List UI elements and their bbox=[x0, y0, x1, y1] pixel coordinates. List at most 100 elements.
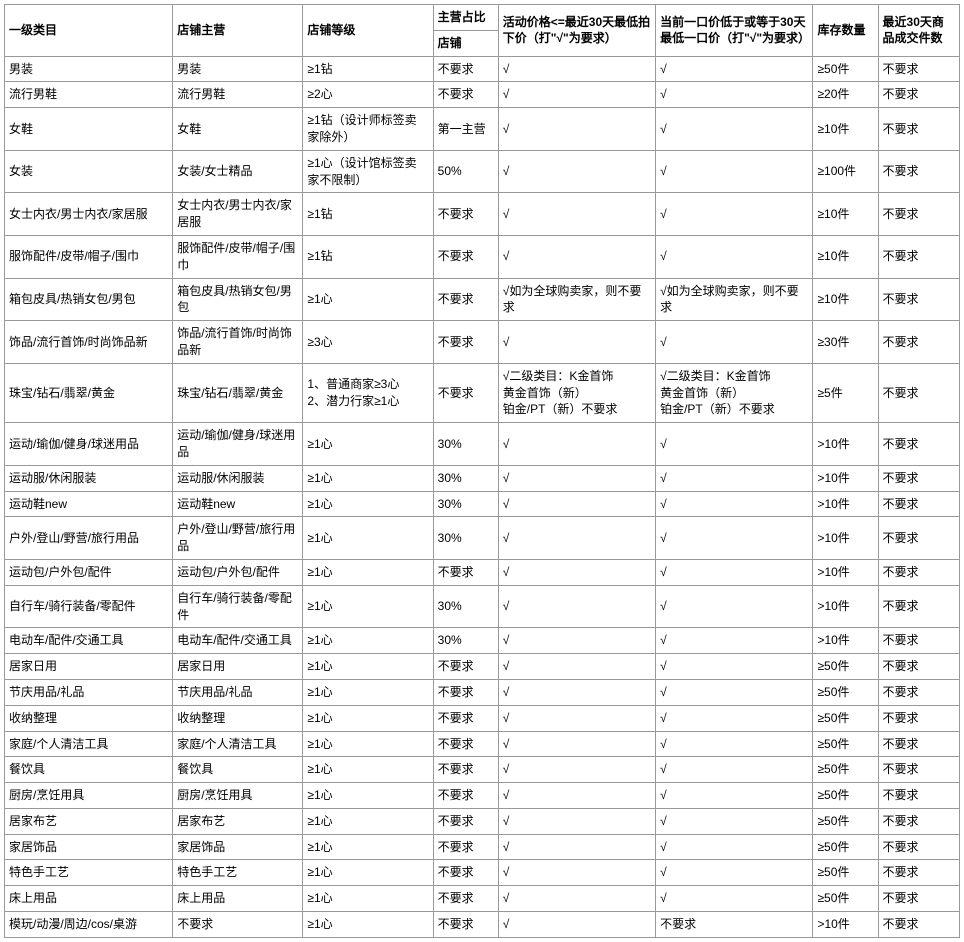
table-cell: >10件 bbox=[813, 491, 878, 517]
table-cell: 特色手工艺 bbox=[5, 860, 173, 886]
table-cell: 不要求 bbox=[878, 757, 959, 783]
table-cell: ≥10件 bbox=[813, 193, 878, 236]
table-cell: √ bbox=[656, 559, 813, 585]
header-main-ratio-top: 主营占比 bbox=[433, 5, 498, 31]
table-cell: 1、普通商家≥3心2、潜力行家≥1心 bbox=[303, 363, 433, 422]
header-current-price: 当前一口价低于或等于30天最低一口价（打"√"为要求） bbox=[656, 5, 813, 57]
table-cell: 运动/瑜伽/健身/球迷用品 bbox=[5, 423, 173, 466]
table-cell: √ bbox=[498, 235, 655, 278]
table-cell: 不要求 bbox=[433, 278, 498, 321]
table-cell: 运动服/休闲服装 bbox=[5, 465, 173, 491]
table-cell: √ bbox=[498, 679, 655, 705]
table-cell: 不要求 bbox=[433, 783, 498, 809]
table-cell: 饰品/流行首饰/时尚饰品新 bbox=[5, 321, 173, 364]
table-cell: 电动车/配件/交通工具 bbox=[173, 628, 303, 654]
table-cell: √ bbox=[656, 517, 813, 560]
table-cell: 运动包/户外包/配件 bbox=[5, 559, 173, 585]
table-cell: 不要求 bbox=[878, 559, 959, 585]
table-cell: 不要求 bbox=[433, 912, 498, 938]
table-cell: 不要求 bbox=[878, 808, 959, 834]
table-cell: 不要求 bbox=[878, 235, 959, 278]
table-cell: 不要求 bbox=[878, 731, 959, 757]
table-cell: √ bbox=[498, 628, 655, 654]
table-cell: 床上用品 bbox=[5, 886, 173, 912]
table-cell: 运动鞋new bbox=[173, 491, 303, 517]
table-cell: √ bbox=[498, 705, 655, 731]
table-cell: 不要求 bbox=[433, 834, 498, 860]
table-cell: 不要求 bbox=[878, 150, 959, 193]
table-cell: ≥1心 bbox=[303, 834, 433, 860]
table-cell: 模玩/动漫/周边/cos/桌游 bbox=[5, 912, 173, 938]
table-cell: 30% bbox=[433, 491, 498, 517]
table-cell: √ bbox=[656, 886, 813, 912]
table-cell: 不要求 bbox=[878, 193, 959, 236]
table-cell: 不要求 bbox=[433, 808, 498, 834]
table-cell: 居家布艺 bbox=[5, 808, 173, 834]
table-cell: 不要求 bbox=[173, 912, 303, 938]
table-cell: √二级类目：K金首饰黄金首饰（新）铂金/PT（新）不要求 bbox=[498, 363, 655, 422]
table-row: 运动鞋new运动鞋new≥1心30%√√>10件不要求 bbox=[5, 491, 960, 517]
table-cell: √ bbox=[498, 108, 655, 151]
table-cell: ≥1心 bbox=[303, 808, 433, 834]
table-cell: 男装 bbox=[173, 56, 303, 82]
table-cell: √ bbox=[498, 834, 655, 860]
table-cell: ≥1心 bbox=[303, 757, 433, 783]
table-row: 模玩/动漫/周边/cos/桌游不要求≥1心不要求√不要求>10件不要求 bbox=[5, 912, 960, 938]
table-row: 运动包/户外包/配件运动包/户外包/配件≥1心不要求√√>10件不要求 bbox=[5, 559, 960, 585]
table-cell: 流行男鞋 bbox=[173, 82, 303, 108]
table-cell: 不要求 bbox=[878, 517, 959, 560]
table-cell: 不要求 bbox=[433, 654, 498, 680]
table-row: 女装女装/女士精品≥1心（设计馆标签卖家不限制）50%√√≥100件不要求 bbox=[5, 150, 960, 193]
header-activity-price: 活动价格<=最近30天最低拍下价（打"√"为要求） bbox=[498, 5, 655, 57]
table-cell: 自行车/骑行装备/零配件 bbox=[5, 585, 173, 628]
table-cell: ≥50件 bbox=[813, 56, 878, 82]
table-cell: 运动包/户外包/配件 bbox=[173, 559, 303, 585]
table-cell: 不要求 bbox=[433, 363, 498, 422]
table-cell: √ bbox=[656, 834, 813, 860]
table-cell: √ bbox=[498, 731, 655, 757]
table-cell: √ bbox=[498, 912, 655, 938]
table-cell: 不要求 bbox=[433, 705, 498, 731]
table-cell: √ bbox=[656, 731, 813, 757]
table-cell: 运动服/休闲服装 bbox=[173, 465, 303, 491]
table-cell: √ bbox=[656, 491, 813, 517]
table-cell: 30% bbox=[433, 628, 498, 654]
table-cell: 居家日用 bbox=[5, 654, 173, 680]
table-cell: 女士内衣/男士内衣/家居服 bbox=[5, 193, 173, 236]
table-row: 家庭/个人清洁工具家庭/个人清洁工具≥1心不要求√√≥50件不要求 bbox=[5, 731, 960, 757]
table-header: 一级类目 店铺主营 店铺等级 主营占比 活动价格<=最近30天最低拍下价（打"√… bbox=[5, 5, 960, 57]
table-cell: 女士内衣/男士内衣/家居服 bbox=[173, 193, 303, 236]
table-cell: 特色手工艺 bbox=[173, 860, 303, 886]
table-cell: √ bbox=[498, 465, 655, 491]
table-cell: 不要求 bbox=[433, 679, 498, 705]
table-cell: 不要求 bbox=[878, 679, 959, 705]
table-cell: ≥3心 bbox=[303, 321, 433, 364]
table-cell: 女装/女士精品 bbox=[173, 150, 303, 193]
header-stock: 库存数量 bbox=[813, 5, 878, 57]
table-cell: 户外/登山/野营/旅行用品 bbox=[173, 517, 303, 560]
table-cell: 厨房/烹饪用具 bbox=[5, 783, 173, 809]
table-cell: ≥1心 bbox=[303, 423, 433, 466]
table-cell: 不要求 bbox=[878, 585, 959, 628]
table-cell: √ bbox=[656, 193, 813, 236]
table-cell: 收纳整理 bbox=[173, 705, 303, 731]
table-cell: ≥1心 bbox=[303, 278, 433, 321]
table-row: 箱包皮具/热销女包/男包箱包皮具/热销女包/男包≥1心不要求√如为全球购卖家，则… bbox=[5, 278, 960, 321]
table-cell: 不要求 bbox=[878, 363, 959, 422]
table-cell: 不要求 bbox=[878, 705, 959, 731]
table-cell: 居家日用 bbox=[173, 654, 303, 680]
table-row: 女士内衣/男士内衣/家居服女士内衣/男士内衣/家居服≥1钻不要求√√≥10件不要… bbox=[5, 193, 960, 236]
table-cell: 不要求 bbox=[878, 278, 959, 321]
table-row: 居家日用居家日用≥1心不要求√√≥50件不要求 bbox=[5, 654, 960, 680]
table-cell: √ bbox=[498, 150, 655, 193]
table-cell: 女鞋 bbox=[5, 108, 173, 151]
table-cell: 厨房/烹饪用具 bbox=[173, 783, 303, 809]
table-cell: ≥50件 bbox=[813, 757, 878, 783]
header-30day-deals: 最近30天商品成交件数 bbox=[878, 5, 959, 57]
table-row: 自行车/骑行装备/零配件自行车/骑行装备/零配件≥1心30%√√>10件不要求 bbox=[5, 585, 960, 628]
table-cell: ≥50件 bbox=[813, 783, 878, 809]
table-cell: >10件 bbox=[813, 559, 878, 585]
table-cell: √ bbox=[498, 321, 655, 364]
table-cell: ≥1心 bbox=[303, 731, 433, 757]
table-cell: >10件 bbox=[813, 423, 878, 466]
